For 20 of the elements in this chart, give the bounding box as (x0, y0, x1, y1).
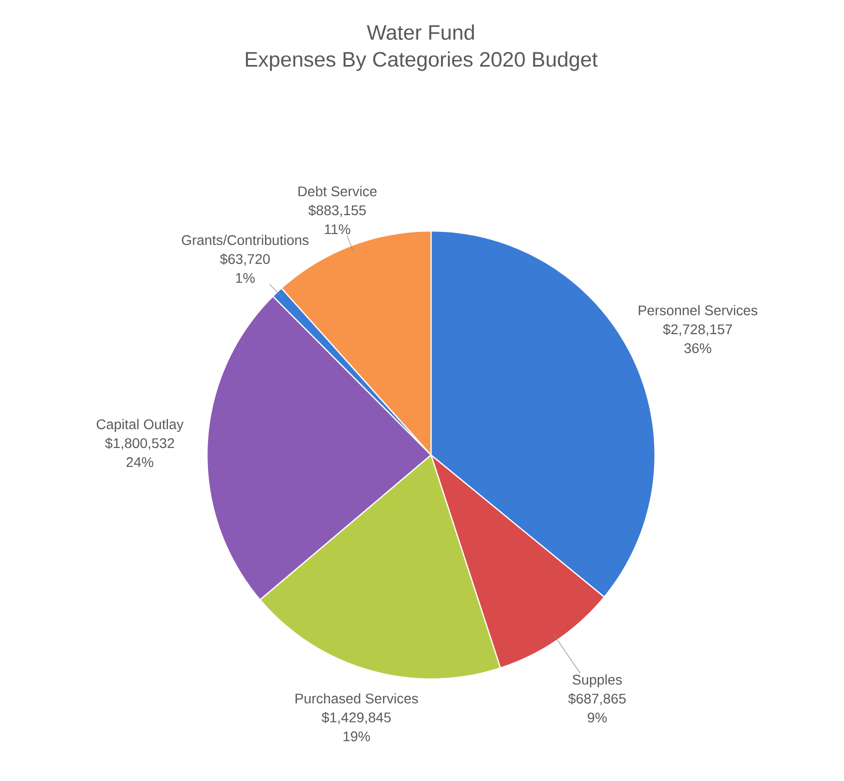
text: 1% (236, 273, 255, 283)
chart-subtitle: Expenses By Categories 2020 Budget (246, 51, 598, 71)
data-label: $2,728,157 (663, 324, 732, 336)
text: 11% (324, 224, 350, 234)
text: 19% (344, 731, 370, 742)
slice-label: Personnel Services (638, 305, 758, 316)
slice-label: Purchased Services (296, 693, 418, 704)
text: 24% (126, 457, 154, 468)
slice-label: Grants/Contributions (182, 234, 309, 246)
data-label: $1,429,845 (322, 712, 391, 724)
data-label: $883,155 (308, 204, 366, 217)
data-label: $63,720 (220, 254, 270, 266)
chart-title: Water Fund (366, 24, 474, 40)
data-label: $1,800,532 (105, 438, 174, 450)
text: 9% (588, 712, 607, 723)
text: 36% (684, 343, 712, 354)
data-label: $687,865 (568, 693, 626, 706)
slice-label: Supples (572, 674, 622, 688)
slice-label: Debt Service (298, 186, 377, 196)
slice-label: Capital Outlay (96, 418, 184, 432)
